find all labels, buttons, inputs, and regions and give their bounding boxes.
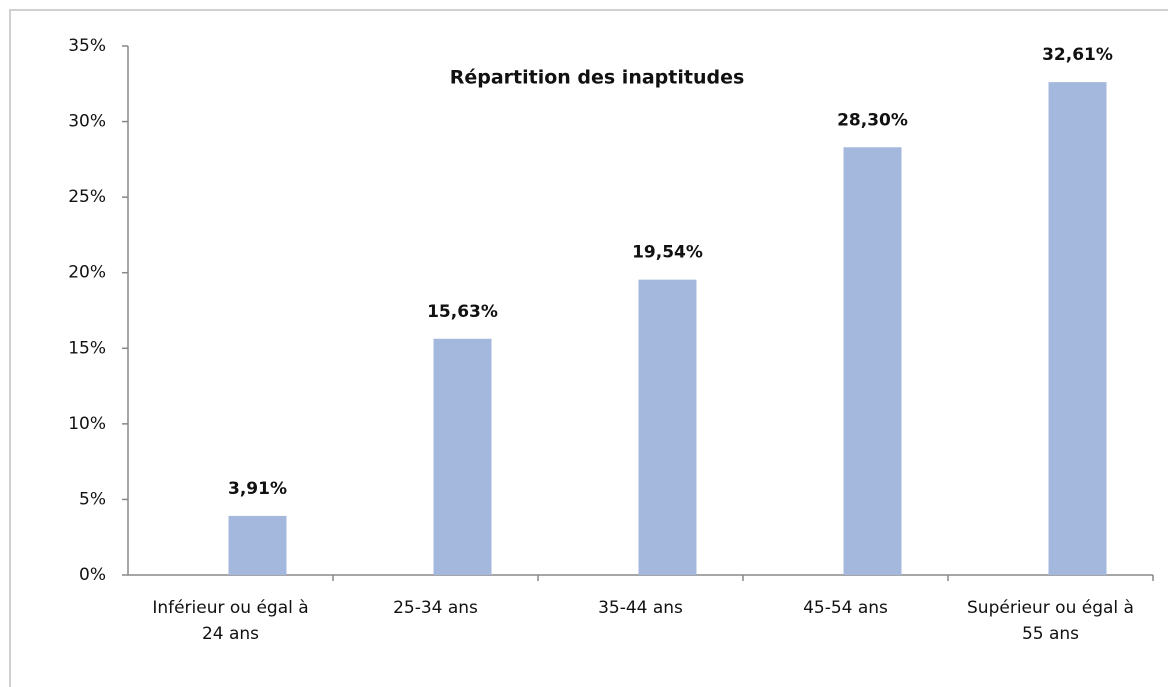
data-label: 28,30% <box>837 110 908 130</box>
y-tick-label: 20% <box>68 263 106 283</box>
bar <box>843 147 902 575</box>
x-tick-label-box: 35-44 ans <box>598 598 683 618</box>
x-tick-label: 25-34 ans <box>393 598 478 618</box>
x-tick-label: 45-54 ans <box>803 598 888 618</box>
bar <box>228 515 287 575</box>
x-tick-label-box: 25-34 ans <box>393 598 478 618</box>
x-tick-label: Supérieur ou égal à 55 ans <box>967 598 1134 644</box>
bar <box>638 279 697 575</box>
bar <box>1048 82 1107 576</box>
x-tick-label-box: 45-54 ans <box>803 598 888 618</box>
y-tick-label: 10% <box>68 414 106 434</box>
data-label: 19,54% <box>632 243 703 263</box>
y-tick-label: 15% <box>68 338 106 358</box>
y-tick-label: 5% <box>79 489 106 509</box>
x-tick-label: Inférieur ou égal à 24 ans <box>152 598 309 644</box>
bar <box>433 338 492 575</box>
data-label: 3,91% <box>228 479 287 499</box>
data-label: 15,63% <box>427 302 498 322</box>
y-tick-label: 25% <box>68 187 106 207</box>
y-tick-label: 0% <box>79 565 106 585</box>
chart-frame <box>9 9 1168 687</box>
y-tick-label: 35% <box>68 36 106 56</box>
x-tick-label-box: Inférieur ou égal à 24 ans <box>152 598 309 644</box>
x-tick-label: 35-44 ans <box>598 598 683 618</box>
y-tick-label: 30% <box>68 112 106 132</box>
x-tick-label-box: Supérieur ou égal à 55 ans <box>967 598 1134 644</box>
chart-title: Répartition des inaptitudes <box>450 67 745 89</box>
data-label: 32,61% <box>1042 45 1113 65</box>
